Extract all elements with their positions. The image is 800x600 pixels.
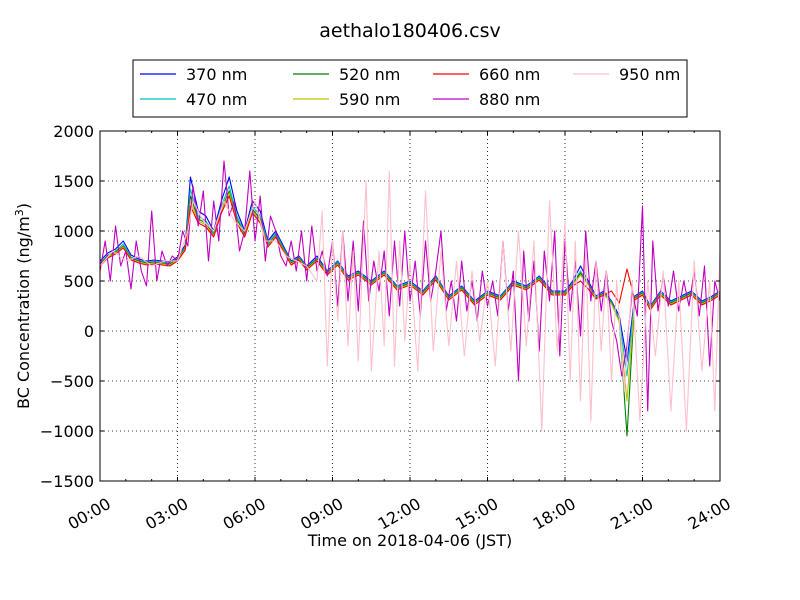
x-axis-title: Time on 2018-04-06 (JST) [307, 531, 512, 550]
x-tick-label: 03:00 [142, 494, 191, 534]
legend-frame [132, 59, 688, 118]
legend-label: 370 nm [186, 65, 247, 84]
y-tick-label: 1500 [53, 172, 94, 191]
x-tick-label: 18:00 [530, 494, 579, 534]
x-tick-label: 15:00 [452, 494, 501, 534]
axis-ticks: 00:00 03:00 06:00 09:00 12:00 15:00 18:00 21:00… [40, 122, 734, 534]
legend-label: 470 nm [186, 90, 247, 109]
y-tick-label: −1500 [40, 472, 94, 491]
legend-label: 590 nm [339, 90, 400, 109]
y-axis-title-superscript: 3 [13, 209, 26, 216]
y-tick-label: −1000 [40, 422, 94, 441]
y-tick-label: 2000 [53, 122, 94, 141]
y-tick-label: 1000 [53, 222, 94, 241]
x-tick-label: 00:00 [65, 494, 114, 534]
x-tick-label: 12:00 [375, 494, 424, 534]
legend-label: 660 nm [479, 65, 540, 84]
y-axis-title-close: ) [14, 203, 33, 209]
y-tick-label: 0 [84, 322, 94, 341]
legend: 370 nm 470 nm 520 nm 590 nm 660 nm 880 nm 950 … [132, 59, 688, 118]
series-line-950-nm [100, 170, 720, 432]
y-tick-label: 500 [63, 272, 94, 291]
x-tick-label: 24:00 [685, 494, 734, 534]
series-lines [100, 160, 720, 437]
chart-title: aethalo180406.csv [319, 20, 501, 42]
x-tick-label: 09:00 [297, 494, 346, 534]
y-tick-label: −500 [50, 372, 94, 391]
series-line-880-nm [100, 160, 720, 412]
legend-label: 520 nm [339, 65, 400, 84]
x-tick-label: 21:00 [607, 494, 656, 534]
legend-label: 880 nm [479, 90, 540, 109]
y-axis-title: BC Concentration (ng/m3) [13, 203, 33, 409]
x-tick-label: 06:00 [220, 494, 269, 534]
legend-label: 950 nm [619, 65, 680, 84]
series-line-660-nm [100, 195, 720, 311]
y-axis-title-main: BC Concentration (ng/m [14, 216, 33, 409]
